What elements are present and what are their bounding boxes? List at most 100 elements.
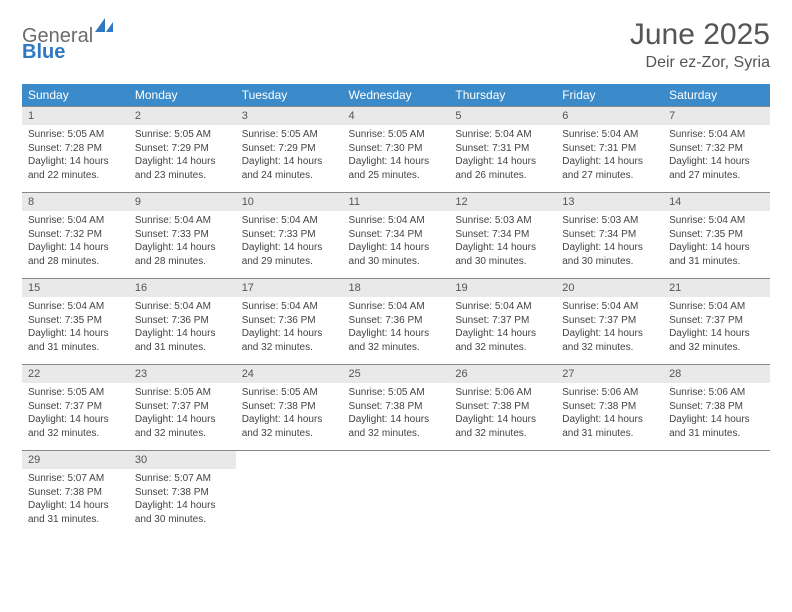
sunset-text: Sunset: 7:34 PM bbox=[455, 228, 550, 242]
sunrise-text: Sunrise: 5:03 AM bbox=[562, 214, 657, 228]
sunset-text: Sunset: 7:37 PM bbox=[669, 314, 764, 328]
sunrise-text: Sunrise: 5:03 AM bbox=[455, 214, 550, 228]
date-number: 24 bbox=[236, 365, 343, 384]
d1-text: Daylight: 14 hours bbox=[28, 241, 123, 255]
sunset-text: Sunset: 7:36 PM bbox=[135, 314, 230, 328]
sunrise-text: Sunrise: 5:04 AM bbox=[669, 128, 764, 142]
date-number: 25 bbox=[343, 365, 450, 384]
location-subtitle: Deir ez-Zor, Syria bbox=[630, 54, 770, 72]
d1-text: Daylight: 14 hours bbox=[669, 327, 764, 341]
sunrise-text: Sunrise: 5:04 AM bbox=[242, 214, 337, 228]
sunrise-text: Sunrise: 5:04 AM bbox=[242, 300, 337, 314]
sunset-text: Sunset: 7:34 PM bbox=[562, 228, 657, 242]
d1-text: Daylight: 14 hours bbox=[242, 413, 337, 427]
d1-text: Daylight: 14 hours bbox=[562, 327, 657, 341]
sunrise-text: Sunrise: 5:04 AM bbox=[135, 300, 230, 314]
d2-text: and 26 minutes. bbox=[455, 169, 550, 183]
sunset-text: Sunset: 7:38 PM bbox=[562, 400, 657, 414]
sunset-text: Sunset: 7:35 PM bbox=[669, 228, 764, 242]
sunrise-text: Sunrise: 5:05 AM bbox=[242, 128, 337, 142]
d1-text: Daylight: 14 hours bbox=[669, 241, 764, 255]
sunset-text: Sunset: 7:38 PM bbox=[28, 486, 123, 500]
day-header-row: Sunday Monday Tuesday Wednesday Thursday… bbox=[22, 84, 770, 107]
d1-text: Daylight: 14 hours bbox=[349, 413, 444, 427]
date-number-row: 1234567 bbox=[22, 107, 770, 126]
d2-text: and 31 minutes. bbox=[28, 513, 123, 527]
day-header: Saturday bbox=[663, 84, 770, 107]
sunrise-text: Sunrise: 5:06 AM bbox=[455, 386, 550, 400]
d1-text: Daylight: 14 hours bbox=[28, 413, 123, 427]
d2-text: and 30 minutes. bbox=[455, 255, 550, 269]
date-number: 19 bbox=[449, 279, 556, 298]
sunrise-text: Sunrise: 5:07 AM bbox=[135, 472, 230, 486]
day-cell: Sunrise: 5:03 AMSunset: 7:34 PMDaylight:… bbox=[556, 211, 663, 279]
date-number: 26 bbox=[449, 365, 556, 384]
sunset-text: Sunset: 7:36 PM bbox=[349, 314, 444, 328]
sunset-text: Sunset: 7:38 PM bbox=[349, 400, 444, 414]
day-cell: Sunrise: 5:05 AMSunset: 7:37 PMDaylight:… bbox=[22, 383, 129, 451]
date-number: 28 bbox=[663, 365, 770, 384]
d2-text: and 28 minutes. bbox=[135, 255, 230, 269]
logo: General Blue bbox=[22, 18, 113, 62]
date-number: 12 bbox=[449, 193, 556, 212]
d1-text: Daylight: 14 hours bbox=[135, 413, 230, 427]
date-number: 30 bbox=[129, 451, 236, 470]
sunrise-text: Sunrise: 5:04 AM bbox=[349, 214, 444, 228]
sunset-text: Sunset: 7:37 PM bbox=[562, 314, 657, 328]
d1-text: Daylight: 14 hours bbox=[349, 155, 444, 169]
day-cell: Sunrise: 5:04 AMSunset: 7:37 PMDaylight:… bbox=[663, 297, 770, 365]
day-cell: Sunrise: 5:05 AMSunset: 7:29 PMDaylight:… bbox=[236, 125, 343, 193]
day-cell bbox=[343, 469, 450, 536]
sunrise-text: Sunrise: 5:04 AM bbox=[349, 300, 444, 314]
d2-text: and 30 minutes. bbox=[562, 255, 657, 269]
sunrise-text: Sunrise: 5:05 AM bbox=[28, 386, 123, 400]
day-cell: Sunrise: 5:06 AMSunset: 7:38 PMDaylight:… bbox=[556, 383, 663, 451]
day-cell bbox=[449, 469, 556, 536]
date-number: 15 bbox=[22, 279, 129, 298]
day-header: Wednesday bbox=[343, 84, 450, 107]
day-cell: Sunrise: 5:06 AMSunset: 7:38 PMDaylight:… bbox=[449, 383, 556, 451]
date-number: 7 bbox=[663, 107, 770, 126]
sunset-text: Sunset: 7:31 PM bbox=[455, 142, 550, 156]
day-header: Monday bbox=[129, 84, 236, 107]
d2-text: and 31 minutes. bbox=[562, 427, 657, 441]
sunset-text: Sunset: 7:37 PM bbox=[135, 400, 230, 414]
date-data-row: Sunrise: 5:04 AMSunset: 7:32 PMDaylight:… bbox=[22, 211, 770, 279]
date-number-row: 15161718192021 bbox=[22, 279, 770, 298]
d2-text: and 31 minutes. bbox=[28, 341, 123, 355]
d2-text: and 32 minutes. bbox=[455, 341, 550, 355]
date-number: 8 bbox=[22, 193, 129, 212]
day-cell: Sunrise: 5:04 AMSunset: 7:35 PMDaylight:… bbox=[663, 211, 770, 279]
date-number: 21 bbox=[663, 279, 770, 298]
d1-text: Daylight: 14 hours bbox=[455, 241, 550, 255]
date-number: 18 bbox=[343, 279, 450, 298]
day-header: Tuesday bbox=[236, 84, 343, 107]
sunset-text: Sunset: 7:30 PM bbox=[349, 142, 444, 156]
d1-text: Daylight: 14 hours bbox=[669, 413, 764, 427]
d2-text: and 28 minutes. bbox=[28, 255, 123, 269]
d2-text: and 30 minutes. bbox=[135, 513, 230, 527]
date-number bbox=[663, 451, 770, 470]
sunrise-text: Sunrise: 5:06 AM bbox=[562, 386, 657, 400]
date-number: 14 bbox=[663, 193, 770, 212]
date-number-row: 2930 bbox=[22, 451, 770, 470]
day-cell: Sunrise: 5:06 AMSunset: 7:38 PMDaylight:… bbox=[663, 383, 770, 451]
sunrise-text: Sunrise: 5:05 AM bbox=[135, 386, 230, 400]
d2-text: and 23 minutes. bbox=[135, 169, 230, 183]
day-cell: Sunrise: 5:04 AMSunset: 7:31 PMDaylight:… bbox=[449, 125, 556, 193]
sunrise-text: Sunrise: 5:07 AM bbox=[28, 472, 123, 486]
d2-text: and 29 minutes. bbox=[242, 255, 337, 269]
date-number: 5 bbox=[449, 107, 556, 126]
date-data-row: Sunrise: 5:04 AMSunset: 7:35 PMDaylight:… bbox=[22, 297, 770, 365]
logo-sail-icon bbox=[95, 18, 113, 32]
sunrise-text: Sunrise: 5:04 AM bbox=[135, 214, 230, 228]
date-data-row: Sunrise: 5:07 AMSunset: 7:38 PMDaylight:… bbox=[22, 469, 770, 536]
day-header: Sunday bbox=[22, 84, 129, 107]
d1-text: Daylight: 14 hours bbox=[135, 155, 230, 169]
d1-text: Daylight: 14 hours bbox=[349, 241, 444, 255]
d2-text: and 32 minutes. bbox=[28, 427, 123, 441]
d1-text: Daylight: 14 hours bbox=[242, 327, 337, 341]
d1-text: Daylight: 14 hours bbox=[562, 155, 657, 169]
page-title: June 2025 bbox=[630, 18, 770, 52]
day-cell: Sunrise: 5:04 AMSunset: 7:33 PMDaylight:… bbox=[129, 211, 236, 279]
